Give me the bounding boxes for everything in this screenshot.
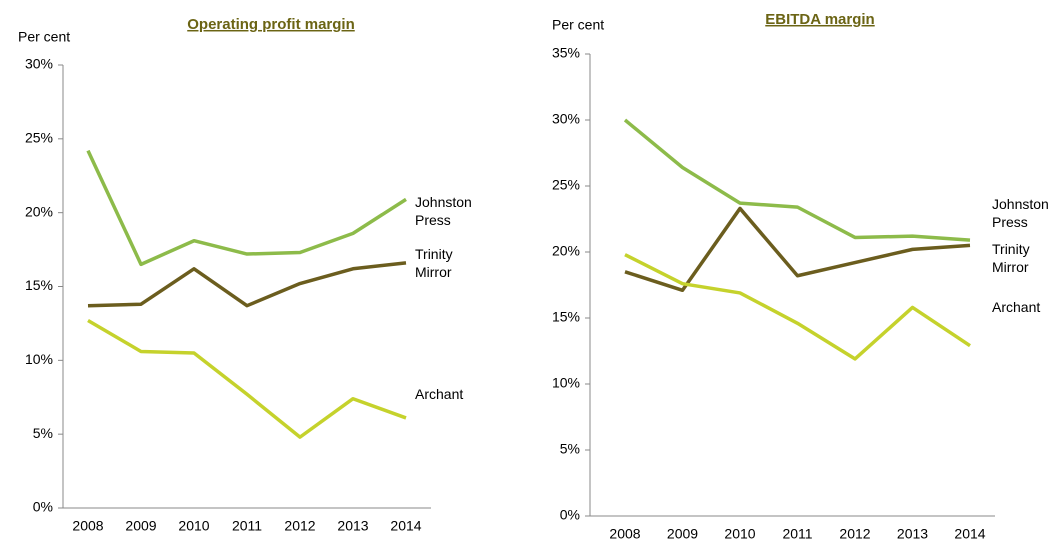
x-tick-label: 2012 [284,518,315,534]
y-tick-label: 15% [25,277,53,293]
x-tick-label: 2012 [839,526,870,540]
y-tick-label: 20% [25,203,53,219]
y-tick-label: 35% [552,45,580,61]
y-tick-label: 15% [552,309,580,325]
y-tick-label: 10% [552,375,580,391]
x-tick-label: 2008 [72,518,103,534]
series-label: Johnston Press [415,194,472,228]
line [86,149,407,267]
line [87,318,407,439]
y-tick-label: 0% [33,499,53,515]
y-tick-label: 25% [552,177,580,193]
chart-title: EBITDA margin [765,11,874,28]
line [624,253,971,361]
x-tick-label: 2009 [125,518,156,534]
y-axis-label: Per cent [552,17,604,33]
chart-title: Operating profit margin [187,16,355,33]
x-tick-label: 2011 [232,518,262,534]
line [87,261,407,308]
y-axis-label: Per cent [18,29,70,45]
line [623,118,971,242]
line [624,206,971,293]
x-tick-label: 2010 [724,526,755,540]
series-label: Archant [992,299,1041,315]
series-label: Archant [415,386,464,402]
x-tick-label: 2013 [897,526,928,540]
x-tick-label: 2014 [954,526,985,540]
series-label: Trinity Mirror [415,246,453,280]
x-tick-label: 2011 [782,526,812,540]
y-tick-label: 25% [25,130,53,146]
x-tick-label: 2009 [667,526,698,540]
y-tick-label: 30% [25,56,53,72]
series-label: Trinity Mirror [992,241,1030,275]
x-tick-label: 2014 [390,518,421,534]
y-tick-label: 5% [560,441,580,457]
y-tick-label: 0% [560,507,580,523]
series-label: Johnston Press [992,196,1049,230]
x-tick-label: 2010 [178,518,209,534]
y-tick-label: 30% [552,111,580,127]
y-tick-label: 10% [25,351,53,367]
y-tick-label: 5% [33,425,53,441]
x-tick-label: 2008 [609,526,640,540]
x-tick-label: 2013 [337,518,368,534]
y-tick-label: 20% [552,243,580,259]
